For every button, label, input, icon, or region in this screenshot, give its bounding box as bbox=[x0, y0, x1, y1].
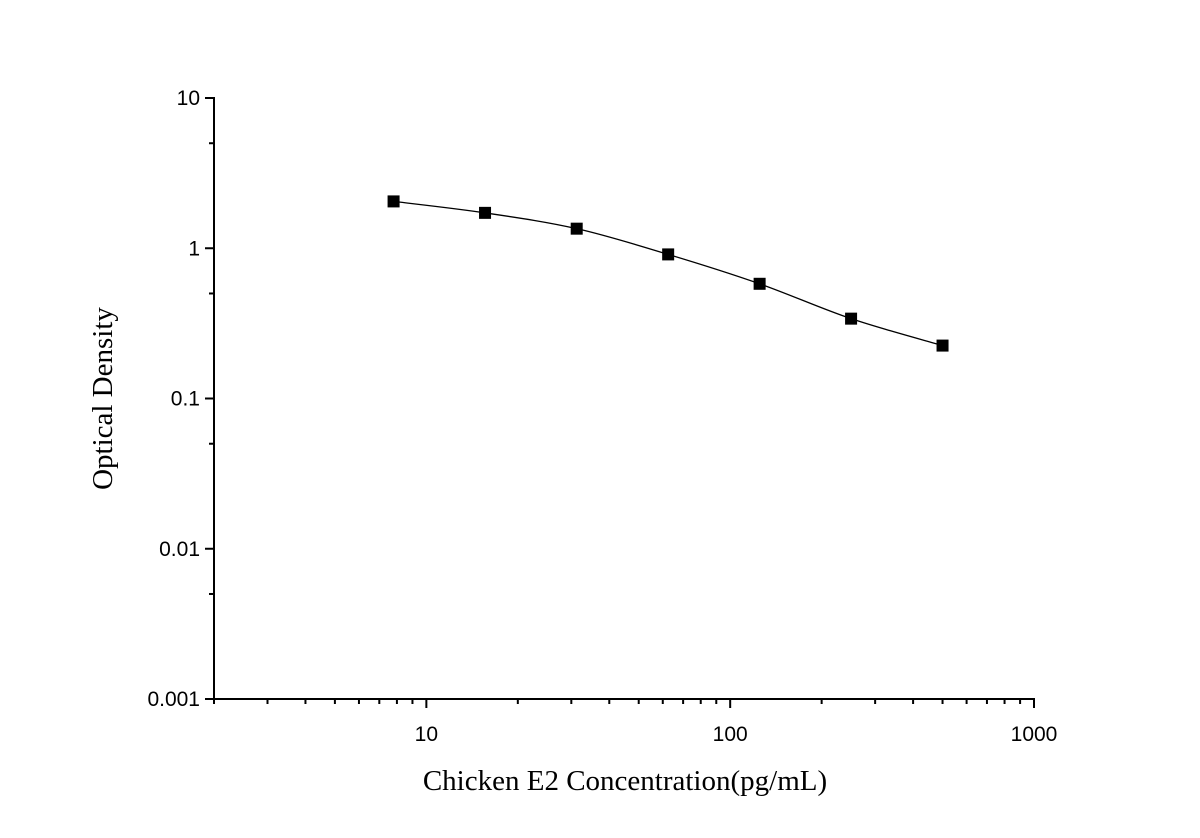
x-tick-label: 1000 bbox=[1011, 723, 1058, 746]
x-tick-label: 100 bbox=[713, 723, 748, 746]
y-tick-label: 10 bbox=[177, 87, 200, 110]
x-tick-labels: 10 100 1000 bbox=[415, 723, 1058, 746]
y-tick-label: 0.001 bbox=[147, 688, 200, 711]
data-point bbox=[753, 277, 766, 290]
data-point bbox=[662, 248, 675, 261]
data-point bbox=[936, 339, 949, 352]
y-tick-label: 0.01 bbox=[159, 538, 200, 561]
data-point bbox=[845, 312, 858, 325]
data-point bbox=[479, 206, 492, 219]
x-ticks bbox=[213, 699, 1035, 708]
data-markers bbox=[387, 195, 949, 352]
y-axis-title: Optical Density bbox=[87, 307, 119, 490]
y-tick-label: 1 bbox=[188, 237, 200, 260]
fit-curve bbox=[393, 200, 943, 347]
x-tick-label: 10 bbox=[415, 723, 438, 746]
y-tick-label: 0.1 bbox=[171, 388, 200, 411]
y-ticks bbox=[205, 97, 214, 700]
data-point bbox=[387, 195, 400, 208]
data-point bbox=[570, 222, 583, 235]
y-tick-labels: 10 1 0.1 0.01 0.001 bbox=[147, 87, 200, 711]
x-axis-title: Chicken E2 Concentration(pg/mL) bbox=[423, 765, 827, 797]
axes bbox=[213, 97, 1035, 700]
